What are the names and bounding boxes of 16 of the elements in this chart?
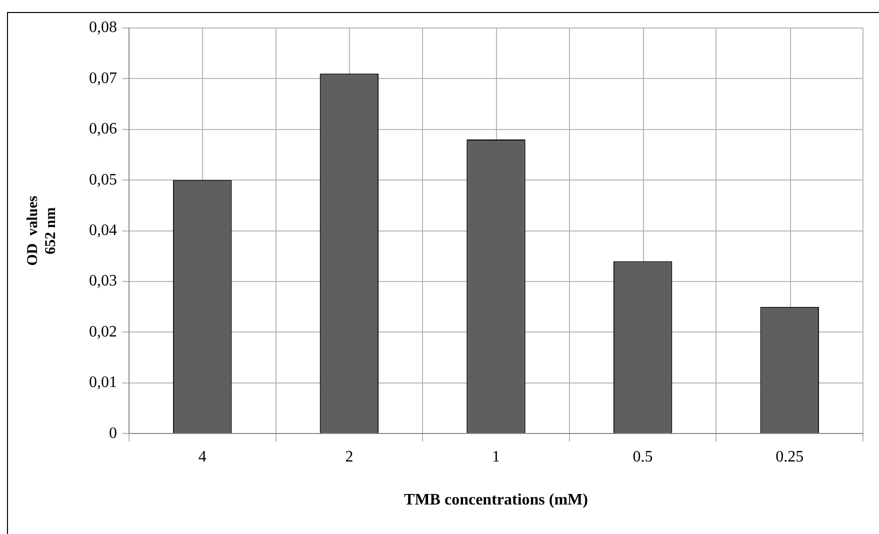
y-tick-label: 0,01: [89, 374, 117, 392]
x-tick-label: 4: [198, 448, 206, 466]
y-tick-label: 0: [109, 424, 117, 442]
y-tick-label: 0,07: [89, 70, 117, 87]
y-axis-title: OD values 652 nm: [24, 196, 59, 266]
x-tick-label: 1: [492, 448, 500, 466]
x-tick-label: 0.5: [632, 448, 653, 466]
y-tick-label: 0,05: [89, 171, 117, 188]
y-tick-label: 0,08: [89, 19, 117, 36]
y-tick-label: 0,06: [89, 120, 117, 138]
x-axis-title: TMB concentrations (mM): [404, 492, 588, 509]
x-tick-label: 0.25: [776, 448, 804, 466]
y-tick-label: 0,02: [89, 323, 117, 340]
y-tick-label: 0,04: [89, 222, 117, 240]
x-tick-label: 2: [345, 448, 354, 466]
y-tick-label: 0,03: [89, 272, 117, 290]
